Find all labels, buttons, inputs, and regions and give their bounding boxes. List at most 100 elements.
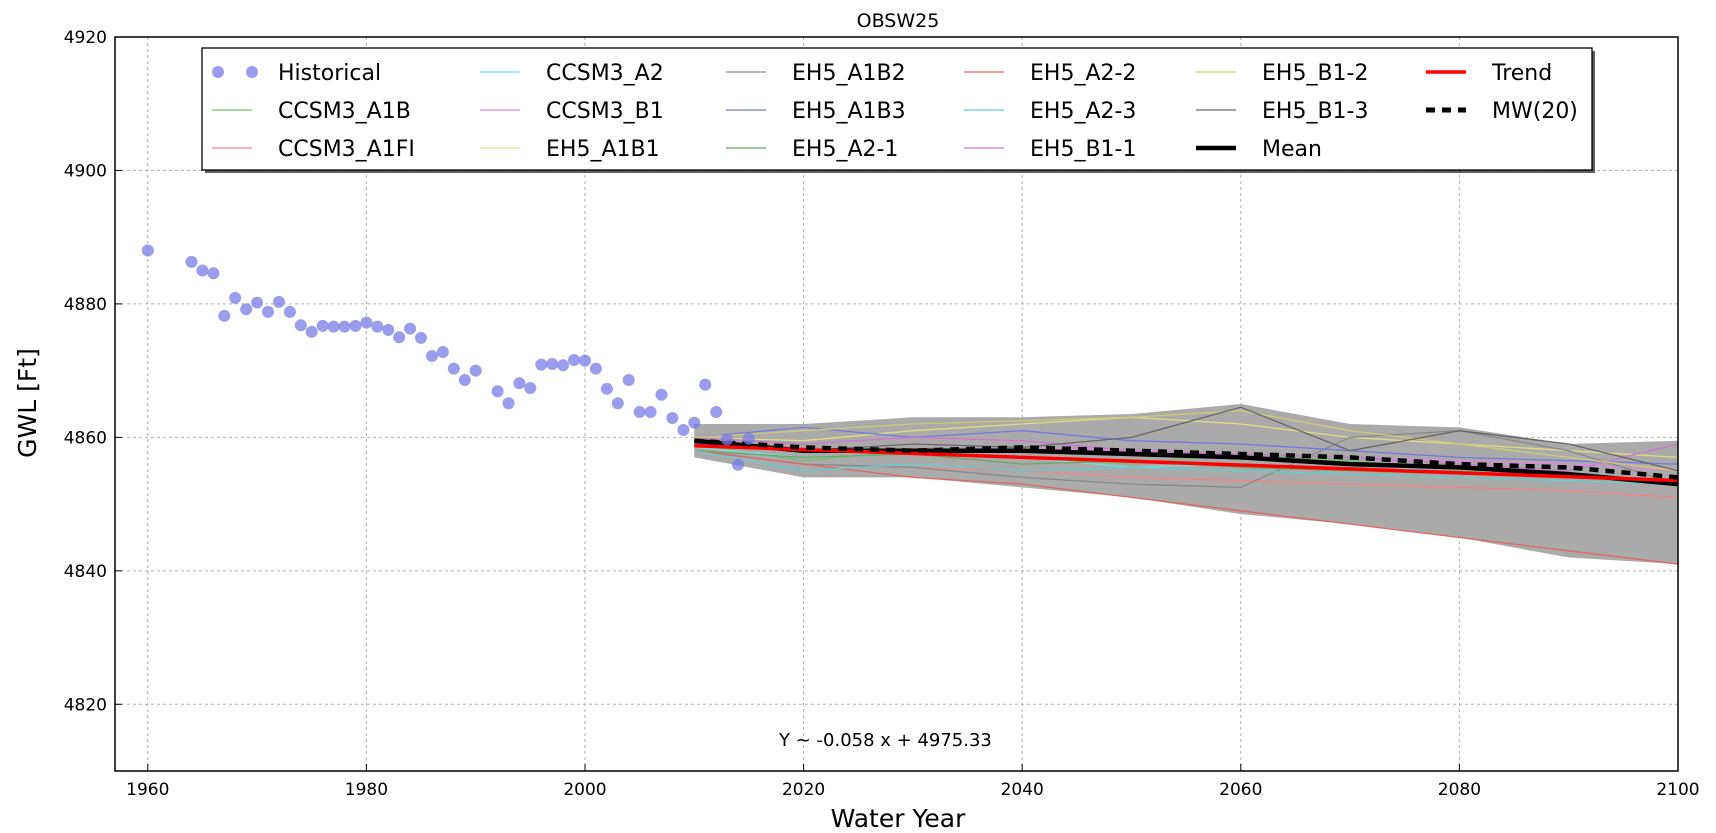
legend-entry: MW(20): [1492, 99, 1578, 124]
y-tick-label: 4920: [64, 28, 107, 48]
y-tick-label: 4820: [64, 695, 107, 715]
historical-point: [666, 412, 679, 424]
legend-entry: EH5_B1-2: [1262, 61, 1368, 86]
x-tick-label: 2000: [563, 780, 606, 800]
legend-entry: EH5_A1B1: [546, 137, 660, 162]
series-line-eh5-a1b1: [694, 416, 1679, 459]
historical-point: [600, 382, 613, 395]
historical-point: [382, 323, 395, 336]
series-line-eh5-a2-2: [694, 450, 1679, 565]
x-tick-label: 2100: [1656, 780, 1699, 800]
historical-point: [251, 296, 264, 309]
historical-point: [589, 362, 602, 375]
historical-point: [568, 354, 581, 366]
series-line-eh5-b1-2: [694, 410, 1679, 472]
historical-point: [524, 382, 537, 394]
historical-point: [458, 374, 471, 386]
historical-point: [513, 377, 526, 390]
historical-point: [327, 320, 340, 333]
historical-point: [338, 320, 351, 333]
legend-entry: CCSM3_A2: [546, 61, 664, 86]
legend-entry: Historical: [278, 61, 381, 86]
historical-point: [218, 309, 231, 322]
historical-point: [229, 291, 242, 304]
historical-point: [742, 432, 755, 445]
legend-entry: EH5_A1B2: [792, 61, 906, 86]
historical-point: [404, 322, 417, 335]
legend-entry: EH5_A2-3: [1030, 99, 1136, 124]
series-line-mw20: [694, 438, 1679, 480]
historical-point: [436, 346, 449, 358]
historical-point: [273, 295, 285, 308]
legend-entry: CCSM3_A1FI: [278, 137, 415, 162]
legend: Historical CCSM3_A1B CCSM3_A1FI CCSM3_A2 CCS…: [201, 47, 1595, 173]
series-line-trend: [694, 443, 1679, 483]
legend-entry: CCSM3_B1: [546, 99, 664, 124]
historical-point: [305, 325, 318, 338]
legend-entry: EH5_B1-1: [1030, 137, 1136, 162]
historical-point: [644, 406, 657, 418]
legend-swatch: [246, 66, 258, 78]
historical-point: [349, 319, 362, 332]
legend-entry: EH5_A1B3: [792, 99, 906, 124]
x-tick-label: 1960: [126, 780, 169, 800]
trend-equation-annotation: Y ~ -0.058 x + 4975.33: [778, 730, 992, 751]
projection-envelope: [694, 404, 1678, 565]
historical-point: [622, 374, 635, 386]
historical-point: [721, 433, 734, 446]
legend-entry: EH5_A2-2: [1030, 61, 1136, 86]
historical-point: [688, 416, 701, 429]
chart-title: OBSW25: [857, 10, 940, 32]
historical-point: [699, 378, 712, 391]
historical-point: [240, 303, 253, 316]
historical-point: [502, 397, 515, 410]
historical-point: [579, 354, 591, 367]
historical-point: [732, 458, 744, 471]
plot-frame: [114, 36, 1679, 772]
legend-entry: EH5_A2-1: [792, 137, 898, 162]
x-tick-label: 2020: [782, 780, 825, 800]
legend-swatch: [212, 66, 224, 78]
series-line-eh5-a2-3: [694, 450, 1679, 485]
historical-point: [360, 316, 373, 329]
historical-point: [316, 319, 329, 332]
historical-point: [447, 362, 460, 375]
legend-box: [201, 47, 1593, 171]
x-axis-label: Water Year: [831, 804, 966, 833]
historical-point: [415, 331, 427, 344]
legend-entry: Trend: [1491, 61, 1552, 86]
historical-point: [557, 359, 570, 372]
historical-point: [393, 331, 406, 344]
historical-point: [141, 244, 154, 257]
historical-point: [710, 406, 723, 418]
plot-data: [141, 244, 1679, 565]
y-axis-label: GWL [Ft]: [13, 348, 42, 458]
y-tick-label: 4880: [64, 295, 107, 315]
historical-point: [185, 255, 198, 268]
historical-point: [677, 424, 690, 436]
historical-point: [611, 397, 624, 410]
historical-point: [262, 305, 274, 318]
y-tick-label: 4900: [64, 161, 107, 181]
series-line-eh5-a1b3: [694, 426, 1679, 465]
legend-entry: EH5_B1-3: [1262, 99, 1368, 124]
y-tick-label: 4840: [64, 562, 107, 582]
historical-point: [655, 388, 668, 401]
historical-point: [283, 305, 296, 318]
legend-entry: CCSM3_A1B: [278, 99, 411, 124]
axis-ticks: 1960 1980 2000 2020 2040 2060 2080 2100 4820 4840…: [64, 28, 1700, 800]
historical-point: [469, 364, 482, 377]
historical-point: [546, 358, 559, 370]
historical-point: [294, 319, 307, 332]
y-tick-label: 4860: [64, 428, 107, 448]
series-line-eh5-a1b2: [694, 430, 1679, 489]
x-tick-label: 2060: [1219, 780, 1262, 800]
historical-point: [196, 264, 209, 277]
historical-point: [371, 320, 384, 333]
x-tick-label: 2040: [1001, 780, 1044, 800]
historical-point: [633, 406, 646, 418]
x-tick-label: 2080: [1438, 780, 1481, 800]
historical-point: [426, 350, 438, 362]
historical-point: [491, 385, 504, 398]
